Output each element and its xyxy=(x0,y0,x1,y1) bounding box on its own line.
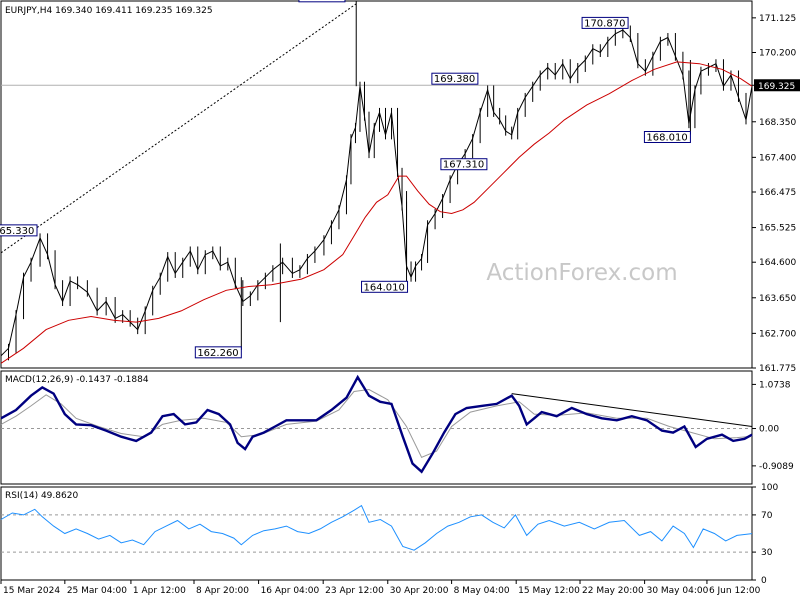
price-annotation-label: 168.010 xyxy=(646,133,687,144)
x-axis-label: 22 May 20:00 xyxy=(582,586,644,596)
price-trendline xyxy=(0,3,357,254)
rsi-label: RSI(14) 49.8620 xyxy=(5,491,78,501)
right-axis: 171.125 170.200 169.325 168.350 167.400 166.4… xyxy=(752,14,800,586)
price-axis-label: 161.775 xyxy=(759,364,796,374)
price-annotation-box xyxy=(0,224,38,237)
watermark-text: ActionForex.com xyxy=(486,260,677,286)
price-annotation: 169.380 xyxy=(431,72,479,85)
price-annotation-label: 162.260 xyxy=(197,348,238,359)
price-annotation-box xyxy=(581,16,629,29)
price-annotation-box xyxy=(643,131,691,144)
price-annotation: 164.010 xyxy=(361,280,409,293)
moving-average-line xyxy=(0,61,753,364)
price-axis-label: 163.650 xyxy=(759,294,796,304)
price-annotation-box xyxy=(431,72,479,85)
price-annotation-label: 164.010 xyxy=(364,282,405,293)
macd-label: MACD(12,26,9) -0.1437 -0.1884 xyxy=(5,375,149,385)
price-panel-frame xyxy=(0,0,753,369)
x-axis-label: 23 Apr 12:00 xyxy=(325,586,384,596)
price-axis-label: 162.700 xyxy=(759,329,796,339)
macd-line xyxy=(0,374,753,474)
macd-panel: MACD(12,26,9) -0.1437 -0.1884 xyxy=(0,374,753,474)
panel-frames xyxy=(0,0,753,581)
x-axis-label: 6 Jun 12:00 xyxy=(709,586,761,596)
price-axis-label: 165.525 xyxy=(759,224,796,234)
rsi-axis-label: 30 xyxy=(761,548,773,558)
price-annotation-box xyxy=(298,0,346,3)
x-axis-label: 1 Apr 12:00 xyxy=(133,586,186,596)
price-axis-label: 167.400 xyxy=(759,153,796,163)
x-axis-label: 15 May 12:00 xyxy=(518,586,580,596)
price-annotation-label: 171.580 xyxy=(301,0,342,3)
macd-panel-frame xyxy=(0,370,753,485)
rsi-axis-label: 100 xyxy=(761,483,778,493)
price-annotation: 162.260 xyxy=(194,346,242,359)
price-annotation: 168.010 xyxy=(643,131,691,144)
macd-axis-label: 1.0738 xyxy=(759,380,791,390)
x-axis-label: 8 Apr 20:00 xyxy=(196,586,249,596)
x-axis-label: 30 May 04:00 xyxy=(647,586,709,596)
price-annotation-box xyxy=(194,346,242,359)
price-axis-label: 170.200 xyxy=(759,48,796,58)
price-series-line xyxy=(0,29,753,357)
price-annotation: 167.310 xyxy=(440,158,488,171)
x-axis: 15 Mar 2024 25 Mar 04:00 1 Apr 12:00 8 Apr … xyxy=(0,580,761,596)
rsi-line xyxy=(0,504,753,551)
price-annotation-label: 169.380 xyxy=(434,74,475,85)
rsi-panel-frame xyxy=(0,486,753,581)
x-axis-label: 15 Mar 2024 xyxy=(3,586,60,596)
price-panel: ActionForex.com 171.580 170.870 169.380 167.… xyxy=(0,0,753,364)
x-axis-label: 25 Mar 04:00 xyxy=(67,586,127,596)
price-annotation: 170.870 xyxy=(581,16,629,29)
current-price-label: 169.325 xyxy=(758,82,795,92)
rsi-axis-label: 70 xyxy=(761,511,773,521)
x-axis-label: 30 Apr 20:00 xyxy=(390,586,449,596)
macd-signal-line xyxy=(0,388,753,458)
current-price-box xyxy=(754,79,800,92)
x-axis-label: 16 Apr 04:00 xyxy=(261,586,320,596)
price-annotation-box xyxy=(361,280,409,293)
price-axis-label: 168.350 xyxy=(759,118,796,128)
rsi-axis-label: 0 xyxy=(761,576,767,586)
price-annotation: 171.580 xyxy=(298,0,346,3)
price-annotation-label: 165.330 xyxy=(0,226,34,237)
rsi-panel: RSI(14) 49.8620 xyxy=(0,491,753,553)
price-annotation-label: 167.310 xyxy=(443,160,484,171)
price-axis-label: 164.600 xyxy=(759,258,796,268)
price-annotation-box xyxy=(440,158,488,171)
macd-axis-label: -0.9089 xyxy=(759,462,794,472)
macd-axis-label: 0.00 xyxy=(759,425,779,435)
price-annotation-label: 170.870 xyxy=(584,18,625,29)
chart-title: EURJPY,H4 169.340 169.411 169.235 169.32… xyxy=(5,6,213,16)
price-annotation: 165.330 xyxy=(0,224,38,237)
x-axis-label: 8 May 04:00 xyxy=(454,586,510,596)
price-axis-label: 171.125 xyxy=(759,14,796,24)
macd-trendline xyxy=(511,393,753,427)
price-axis-label: 166.475 xyxy=(759,188,796,198)
